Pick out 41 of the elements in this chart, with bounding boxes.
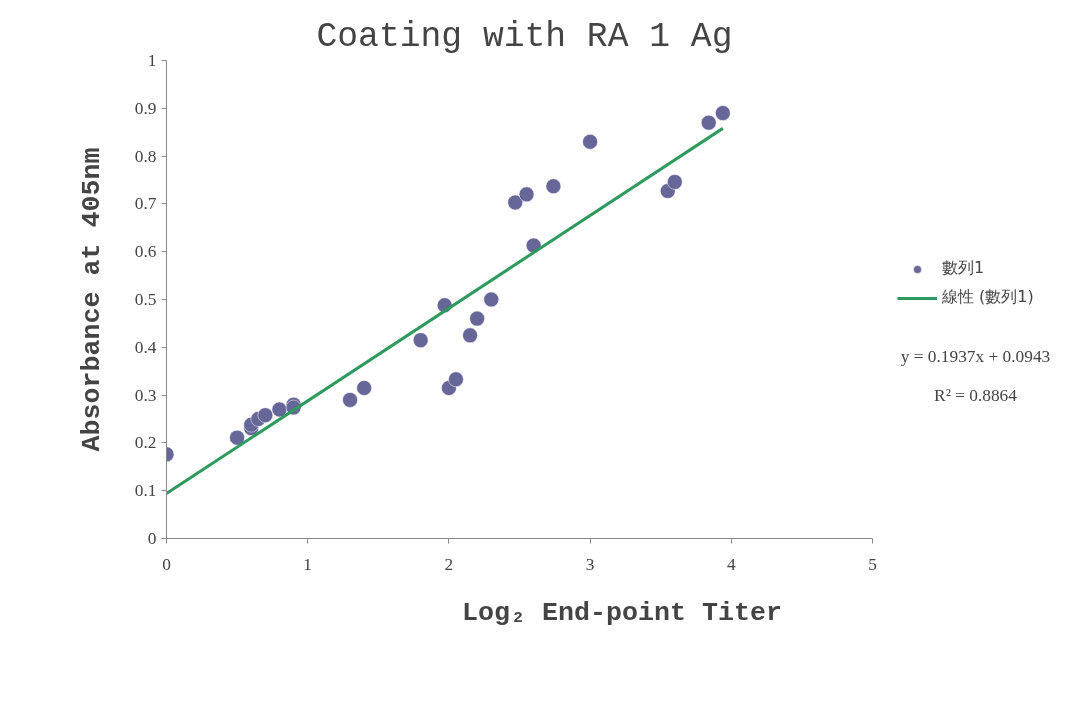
x-tick-label: 3 [585, 554, 595, 574]
text: y = 0.1937x + 0.0943 [900, 347, 1051, 367]
x-tick-label: 0 [162, 554, 171, 574]
x-axis-title: Log₂ End-point Titer [462, 597, 782, 628]
point [462, 327, 478, 344]
text: R² = 0.8864 [934, 385, 1018, 405]
point [412, 332, 429, 348]
x-tick-label: 5 [868, 554, 877, 574]
point [700, 114, 717, 131]
y-tick-label: 0.8 [134, 146, 157, 166]
point [545, 178, 562, 194]
y-tick-label: 0.9 [134, 98, 157, 118]
legend-label: 線性 (數列1) [942, 287, 1034, 308]
point [342, 392, 358, 408]
point [715, 105, 731, 121]
point [469, 310, 485, 327]
point [271, 401, 288, 418]
y-tick-label: 0.4 [134, 337, 157, 357]
chart-title: Coating with RA 1 Ag [316, 16, 733, 56]
point [518, 186, 535, 203]
y-tick-label: 0.6 [134, 242, 157, 262]
x-tick-label: 4 [726, 554, 736, 574]
y-axis-title: Absorbance at 405nm [76, 147, 107, 452]
legend-label: 數列1 [942, 258, 985, 279]
y-tick-label: 0.2 [134, 433, 157, 453]
y-tick-label: 0.7 [134, 194, 157, 214]
y-tick-label: 0 [147, 529, 157, 548]
point [448, 371, 464, 388]
point [257, 407, 274, 423]
y-tick-label: 0.1 [134, 481, 157, 501]
point [229, 429, 245, 446]
y-tick-label: 0.5 [134, 290, 157, 309]
point [507, 194, 524, 211]
point [483, 291, 500, 308]
point [356, 380, 372, 396]
point [667, 174, 683, 190]
y-tick-label: 0.3 [134, 385, 157, 405]
point [582, 134, 598, 150]
y-tick-label: 1 [147, 51, 157, 70]
x-tick-label: 2 [444, 554, 454, 574]
x-tick-label: 1 [303, 554, 313, 574]
